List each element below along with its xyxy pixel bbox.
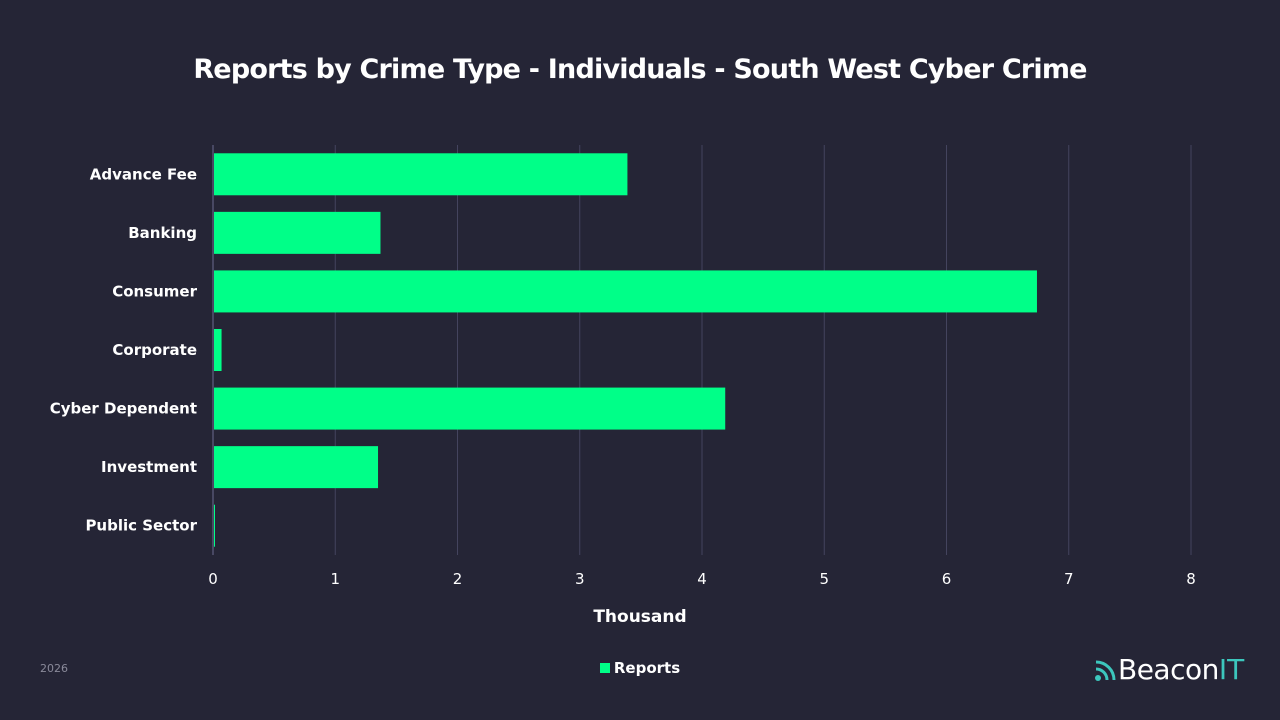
x-tick-label: 2 — [453, 570, 463, 588]
logo-text: Beacon — [1118, 653, 1219, 686]
bar-cyber-dependent — [214, 387, 726, 430]
x-tick-label: 7 — [1064, 570, 1074, 588]
footer-year: 2026 — [40, 662, 68, 675]
x-tick-label: 8 — [1186, 570, 1196, 588]
logo-text-accent: IT — [1218, 653, 1245, 686]
legend-swatch — [599, 663, 610, 673]
bar-consumer — [214, 270, 1037, 313]
x-tick-label: 3 — [575, 570, 585, 588]
y-category-label: Public Sector — [85, 517, 197, 535]
x-tick-label: 1 — [330, 570, 340, 588]
x-tick-label: 4 — [697, 570, 707, 588]
x-tick-label: 5 — [819, 570, 829, 588]
beacon-it-logo: Beacon IT — [1094, 653, 1244, 686]
x-tick-label: 0 — [208, 570, 218, 588]
bar-investment — [214, 446, 379, 489]
chart-title: Reports by Crime Type - Individuals - So… — [193, 54, 1087, 85]
x-tick-label: 6 — [942, 570, 952, 588]
bar-corporate — [214, 329, 222, 371]
y-category-label: Corporate — [112, 341, 197, 359]
bar-banking — [214, 211, 381, 254]
signal-waves-icon — [1095, 660, 1116, 681]
legend-label: Reports — [613, 659, 681, 677]
y-category-label: Banking — [128, 224, 197, 242]
y-category-label: Consumer — [112, 282, 197, 300]
y-category-label: Investment — [101, 458, 197, 476]
y-category-label: Advance Fee — [90, 165, 197, 183]
x-axis-label: Thousand — [593, 607, 687, 627]
legend: Reports — [0, 659, 1280, 677]
bar-public-sector — [214, 504, 215, 547]
y-category-label: Cyber Dependent — [50, 400, 197, 418]
bar-advance-fee — [214, 153, 628, 196]
